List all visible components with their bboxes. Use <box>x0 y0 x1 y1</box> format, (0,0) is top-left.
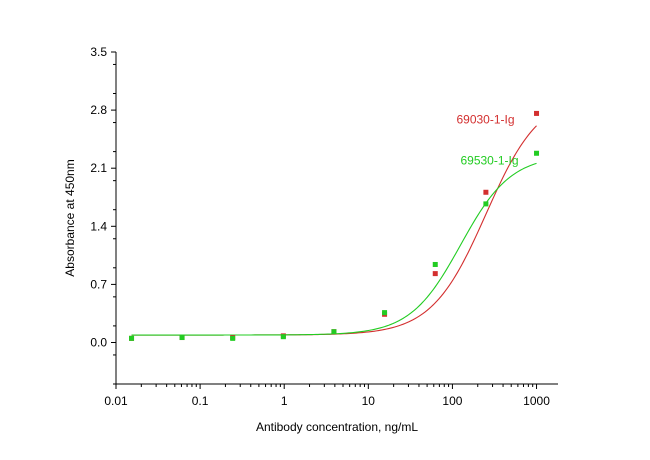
axes: 0.01 0.1 1 10 100 1000 0.0 0.7 1.4 2.1 2.8 3.5 <box>90 45 558 408</box>
y-axis-label: Absorbance at 450nm <box>63 159 77 276</box>
x-tick-label: 0.01 <box>104 394 128 408</box>
y-tick-label: 2.1 <box>90 161 107 175</box>
data-point-69530-1-Ig <box>534 150 540 156</box>
fit-curve-69530-1-Ig <box>131 162 537 336</box>
y-axis-ticks: 0.0 0.7 1.4 2.1 2.8 3.5 <box>90 45 116 385</box>
x-tick-label: 100 <box>442 394 462 408</box>
data-point-69530-1-Ig <box>179 335 185 341</box>
data-point-69030-1-Ig <box>483 189 489 195</box>
series-labels: 69030-1-Ig 69530-1-Ig <box>456 112 518 167</box>
data-points <box>129 110 540 341</box>
y-tick-label: 3.5 <box>90 45 107 59</box>
y-tick-label: 0.0 <box>90 336 107 350</box>
data-point-69030-1-Ig <box>432 271 438 277</box>
x-tick-label: 10 <box>362 394 376 408</box>
data-point-69530-1-Ig <box>331 329 337 335</box>
data-point-69530-1-Ig <box>382 310 388 316</box>
x-tick-label: 1000 <box>523 394 550 408</box>
y-tick-label: 0.7 <box>90 277 107 291</box>
data-point-69530-1-Ig <box>230 335 236 341</box>
data-point-69530-1-Ig <box>483 201 489 207</box>
y-tick-label: 2.8 <box>90 103 107 117</box>
series-label: 69530-1-Ig <box>460 153 518 167</box>
data-point-69530-1-Ig <box>280 334 286 340</box>
x-tick-label: 1 <box>281 394 288 408</box>
data-point-69530-1-Ig <box>129 335 135 341</box>
series-label: 69030-1-Ig <box>456 112 514 126</box>
y-tick-label: 1.4 <box>90 219 107 233</box>
data-point-69530-1-Ig <box>432 261 438 267</box>
data-point-69030-1-Ig <box>534 110 540 116</box>
x-axis-ticks: 0.01 0.1 1 10 100 1000 <box>104 384 550 408</box>
x-axis-label: Antibody concentration, ng/mL <box>256 420 418 434</box>
x-tick-label: 0.1 <box>192 394 209 408</box>
